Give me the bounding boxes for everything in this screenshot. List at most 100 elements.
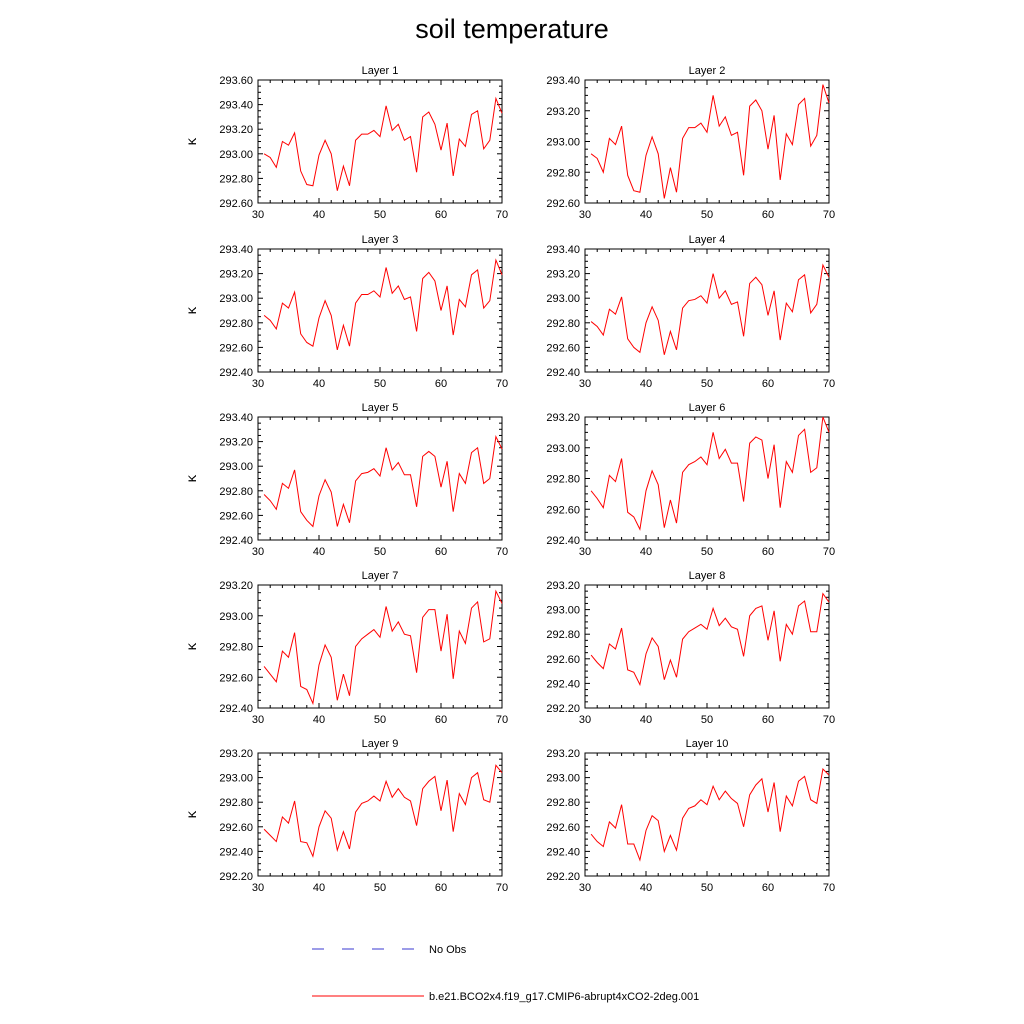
x-tick-label: 70 — [823, 882, 835, 894]
y-tick-label: 293.60 — [219, 75, 253, 87]
y-tick-label: 292.40 — [219, 703, 253, 715]
y-tick-label: 292.80 — [219, 797, 253, 809]
y-tick-label: 292.20 — [546, 703, 580, 715]
x-tick-label: 50 — [701, 378, 713, 390]
series-line — [263, 258, 503, 350]
x-tick-label: 60 — [762, 209, 774, 221]
x-tick-label: 50 — [701, 209, 713, 221]
y-tick-label: 292.80 — [546, 629, 580, 641]
panel-title: Layer 8 — [689, 570, 726, 582]
plot-frame — [584, 752, 830, 877]
y-tick-label: 292.60 — [546, 342, 580, 354]
x-tick-label: 40 — [640, 714, 652, 726]
y-tick-label: 292.60 — [546, 654, 580, 666]
x-tick-label: 30 — [252, 714, 264, 726]
y-tick-label: 293.20 — [219, 437, 253, 449]
panel-title: Layer 5 — [362, 402, 399, 414]
series-line — [590, 592, 830, 687]
y-tick-label: 293.40 — [219, 244, 253, 256]
x-tick-label: 40 — [313, 546, 325, 558]
series-line — [590, 84, 830, 199]
y-tick-label: 293.40 — [219, 412, 253, 424]
plot-frame — [584, 416, 830, 541]
panel-title: Layer 4 — [689, 234, 726, 246]
x-tick-label: 60 — [435, 882, 447, 894]
x-tick-label: 50 — [701, 882, 713, 894]
panel-layer-2: Layer 2 K 30 40 50 60 70 292.60 292.80 293.00 293.… — [187, 65, 835, 221]
x-tick-label: 60 — [762, 546, 774, 558]
x-tick-label: 60 — [435, 546, 447, 558]
y-tick-label: 292.80 — [219, 486, 253, 498]
y-tick-label: 292.80 — [219, 318, 253, 330]
x-tick-label: 60 — [762, 714, 774, 726]
plot-frame — [257, 416, 503, 541]
y-tick-label: 292.80 — [546, 797, 580, 809]
plot-frame — [257, 752, 503, 877]
y-tick-label: 292.80 — [219, 642, 253, 654]
x-tick-label: 40 — [313, 378, 325, 390]
x-tick-label: 70 — [823, 546, 835, 558]
y-tick-label: 293.20 — [546, 412, 580, 424]
panel-title: Layer 2 — [689, 65, 726, 77]
panel-title: Layer 9 — [362, 738, 399, 750]
x-tick-label: 50 — [374, 714, 386, 726]
x-tick-label: 30 — [579, 378, 591, 390]
x-tick-label: 50 — [374, 546, 386, 558]
y-tick-label: 292.40 — [219, 846, 253, 858]
y-tick-label: 293.20 — [219, 124, 253, 136]
panel-title: Layer 3 — [362, 234, 399, 246]
series-line — [590, 416, 830, 531]
y-axis-label: K — [187, 642, 199, 650]
x-tick-label: 30 — [252, 209, 264, 221]
y-axis-label: K — [187, 642, 199, 650]
x-tick-label: 60 — [435, 378, 447, 390]
y-tick-label: 293.40 — [219, 100, 253, 112]
y-tick-label: 292.80 — [219, 173, 253, 185]
legend-label-no-obs: No Obs — [429, 944, 467, 956]
x-tick-label: 30 — [252, 546, 264, 558]
x-tick-label: 40 — [313, 882, 325, 894]
panel-layer-7: Layer 7 K 30 40 50 60 70 292.40 292.60 292.80 293.… — [187, 570, 508, 726]
x-tick-label: 30 — [579, 882, 591, 894]
plot-frame — [257, 248, 503, 373]
x-tick-label: 30 — [579, 714, 591, 726]
y-tick-label: 293.00 — [219, 611, 253, 623]
y-tick-label: 292.80 — [546, 474, 580, 486]
series-line — [590, 767, 830, 862]
y-axis-label: K — [187, 474, 199, 482]
x-tick-label: 60 — [435, 209, 447, 221]
series-line — [263, 764, 503, 858]
y-tick-label: 292.60 — [546, 504, 580, 516]
y-tick-label: 292.60 — [219, 510, 253, 522]
y-tick-label: 292.40 — [546, 846, 580, 858]
plot-frame — [257, 79, 503, 204]
x-tick-label: 60 — [435, 714, 447, 726]
y-tick-label: 293.20 — [546, 748, 580, 760]
y-tick-label: 292.60 — [219, 822, 253, 834]
y-tick-label: 293.00 — [546, 443, 580, 455]
x-tick-label: 60 — [762, 378, 774, 390]
y-tick-label: 293.20 — [546, 580, 580, 592]
x-tick-label: 30 — [579, 209, 591, 221]
y-tick-label: 293.20 — [219, 748, 253, 760]
x-tick-label: 50 — [374, 378, 386, 390]
panel-title: Layer 10 — [686, 738, 729, 750]
y-tick-label: 292.80 — [546, 318, 580, 330]
y-tick-label: 292.40 — [546, 678, 580, 690]
panels: Layer 1 K 30 40 50 60 70 292.60 292.80 293.00 293.… — [187, 65, 835, 894]
panel-layer-3: Layer 3 K 30 40 50 60 70 292.40 292.60 292.80 293.… — [187, 234, 508, 390]
x-tick-label: 50 — [374, 209, 386, 221]
y-tick-label: 293.00 — [219, 293, 253, 305]
y-tick-label: 292.40 — [546, 535, 580, 547]
x-tick-label: 70 — [823, 378, 835, 390]
x-tick-label: 40 — [640, 546, 652, 558]
x-tick-label: 70 — [496, 546, 508, 558]
y-tick-label: 293.00 — [546, 605, 580, 617]
y-axis-label: K — [187, 306, 199, 314]
y-tick-label: 293.40 — [546, 244, 580, 256]
panel-title: Layer 6 — [689, 402, 726, 414]
y-tick-label: 292.60 — [546, 822, 580, 834]
x-tick-label: 70 — [496, 378, 508, 390]
legend-label-model: b.e21.BCO2x4.f19_g17.CMIP6-abrupt4xCO2-2… — [429, 991, 699, 1003]
